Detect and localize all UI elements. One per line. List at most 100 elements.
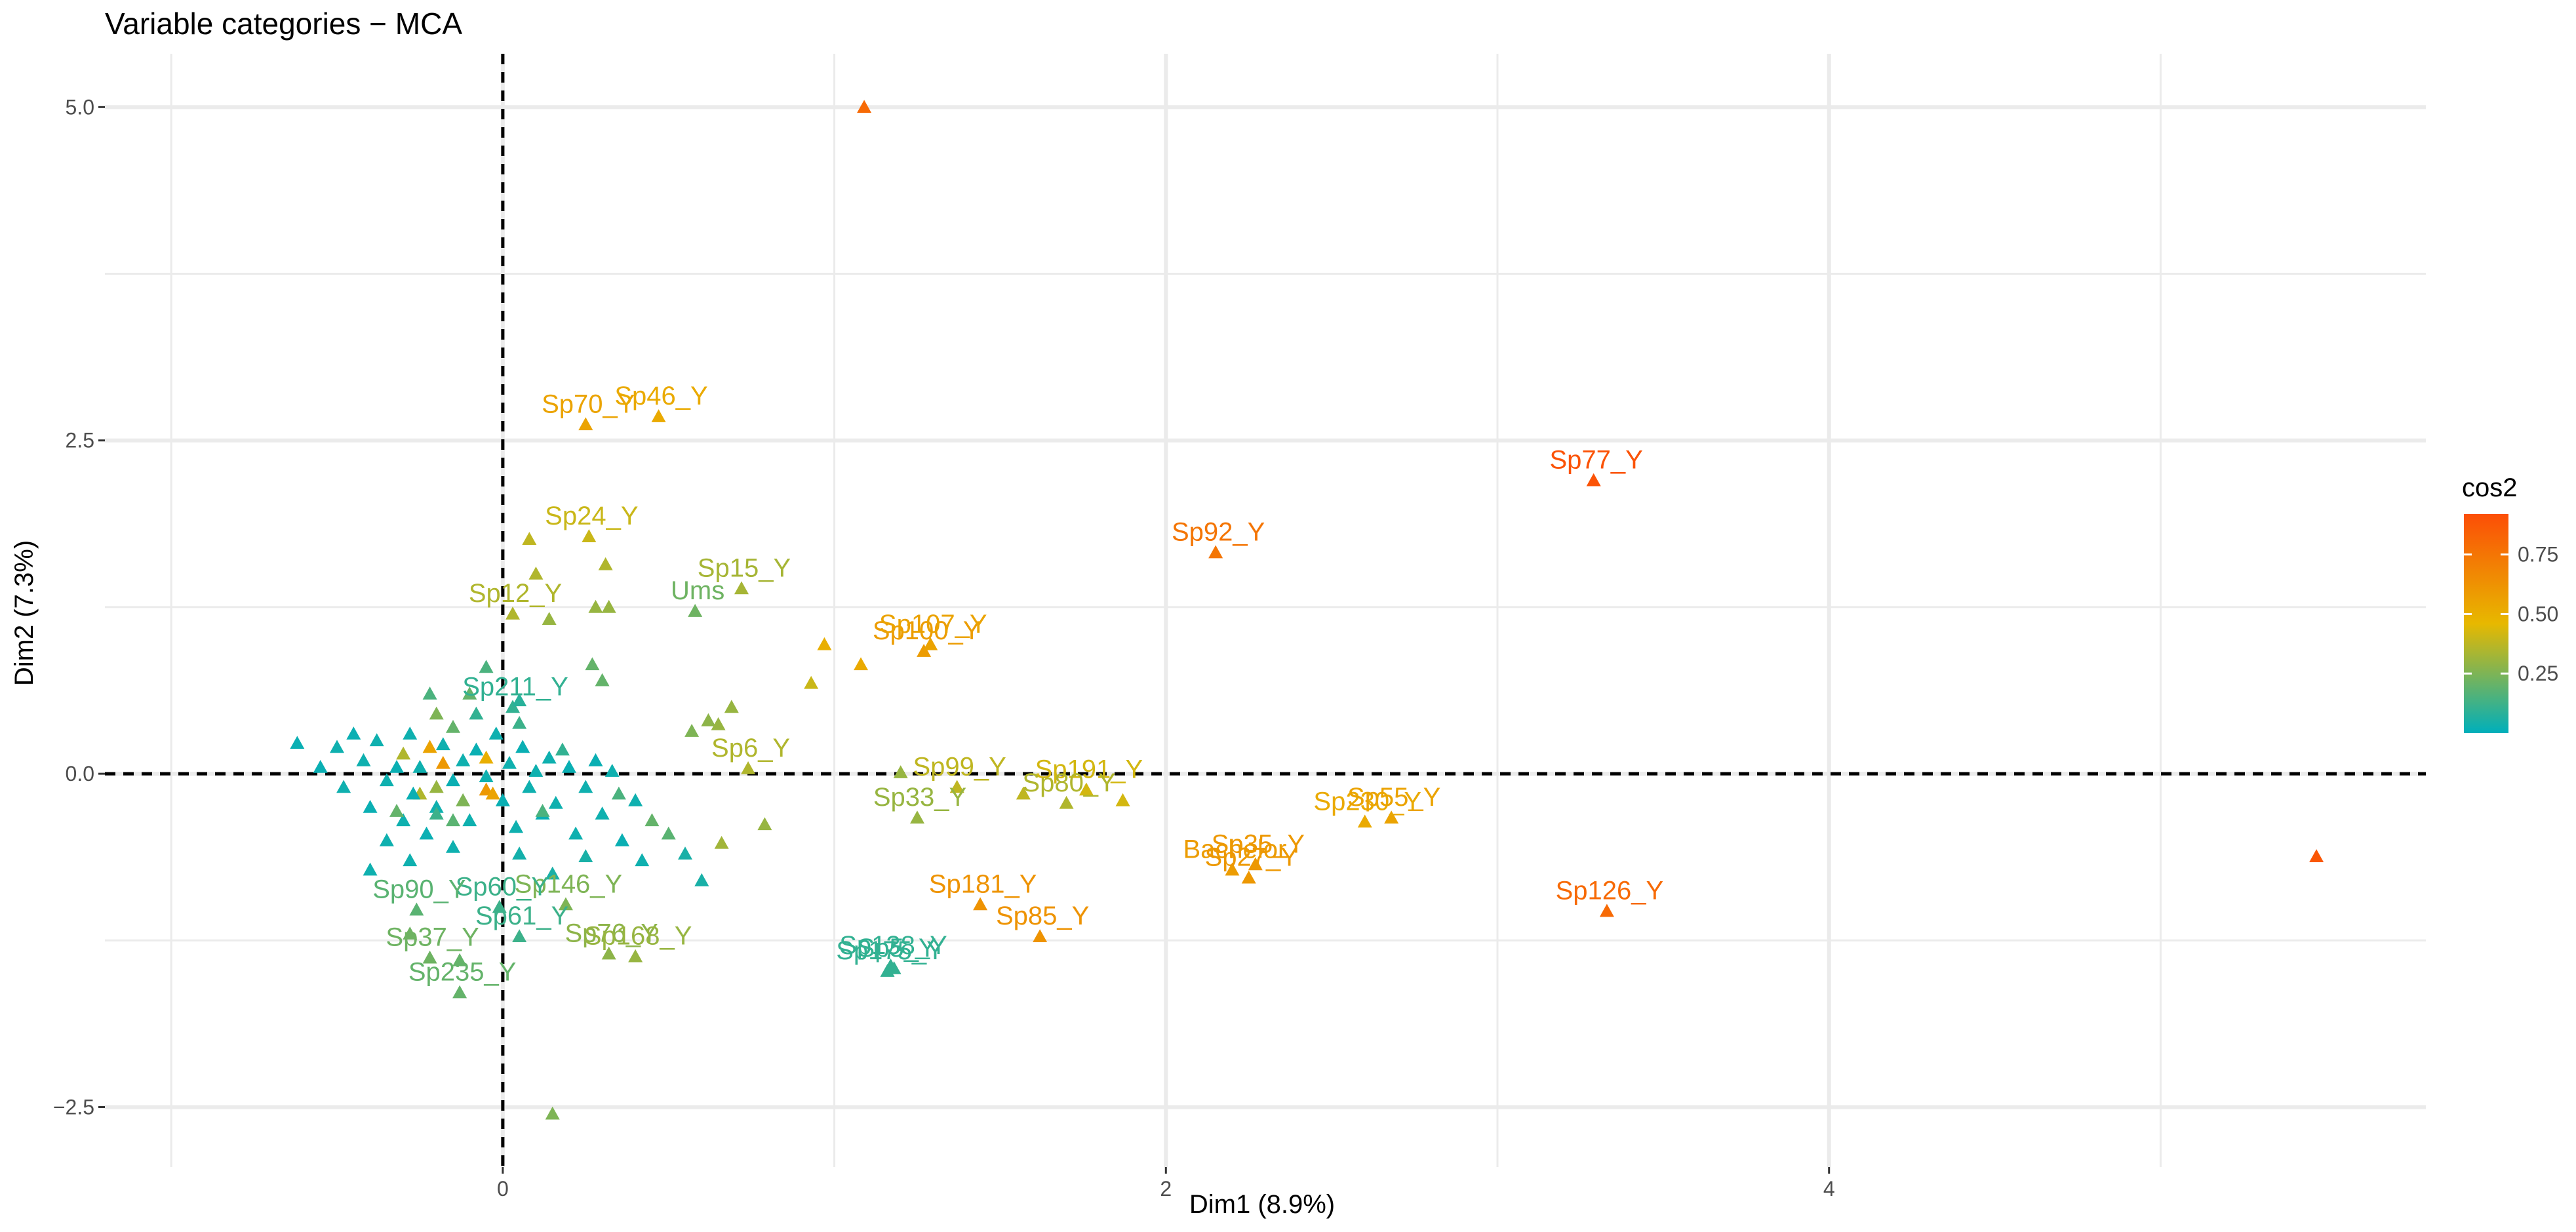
data-point bbox=[923, 637, 938, 650]
y-axis-ticks: −2.5 0.0 2.5 5.0 bbox=[53, 95, 105, 1119]
data-point bbox=[363, 862, 378, 876]
data-point bbox=[562, 759, 576, 773]
data-point bbox=[568, 826, 584, 840]
data-point bbox=[578, 849, 593, 862]
data-point bbox=[545, 1106, 560, 1120]
y-tick-label: 2.5 bbox=[66, 429, 94, 452]
data-point bbox=[485, 786, 500, 800]
data-point bbox=[446, 813, 460, 827]
data-point bbox=[734, 581, 749, 595]
y-axis-title: Dim2 (7.3%) bbox=[10, 540, 39, 686]
data-point bbox=[479, 769, 494, 782]
data-point bbox=[578, 417, 593, 431]
data-point bbox=[628, 793, 643, 806]
data-point bbox=[492, 900, 507, 913]
data-point bbox=[369, 733, 384, 747]
data-point bbox=[595, 673, 610, 686]
legend-tick-label: 0.50 bbox=[2518, 602, 2558, 626]
x-axis-ticks: 0 2 4 bbox=[497, 1167, 1835, 1201]
data-point bbox=[462, 813, 477, 827]
data-point bbox=[1384, 810, 1399, 824]
point-label: Sp55_Y bbox=[1347, 783, 1440, 812]
data-point bbox=[522, 532, 537, 546]
data-point bbox=[588, 599, 603, 613]
data-point bbox=[446, 773, 460, 787]
data-point bbox=[356, 753, 371, 766]
data-point bbox=[542, 750, 557, 764]
data-point bbox=[429, 780, 444, 793]
data-point bbox=[1033, 929, 1048, 942]
data-point bbox=[555, 742, 570, 756]
data-point bbox=[389, 804, 405, 817]
data-point bbox=[857, 100, 872, 113]
data-point bbox=[598, 557, 613, 570]
data-point bbox=[1208, 545, 1223, 559]
data-point bbox=[893, 765, 908, 778]
data-point bbox=[422, 740, 437, 753]
data-point bbox=[578, 780, 593, 793]
data-point bbox=[628, 949, 643, 963]
point-label: Sp126_Y bbox=[1556, 877, 1664, 905]
point-label: Sp6_Y bbox=[711, 734, 790, 763]
data-point bbox=[429, 806, 444, 820]
data-point bbox=[509, 820, 524, 833]
data-point bbox=[290, 736, 305, 749]
data-point bbox=[741, 761, 756, 774]
data-point bbox=[396, 813, 411, 827]
y-tick-label: −2.5 bbox=[53, 1095, 94, 1119]
data-point bbox=[1016, 786, 1031, 800]
point-label: Sp61_Y bbox=[475, 902, 568, 930]
data-point bbox=[595, 806, 610, 820]
point-label: Sp5_Y bbox=[858, 934, 936, 963]
data-point bbox=[1357, 814, 1372, 828]
data-point bbox=[1059, 795, 1074, 809]
data-point bbox=[611, 786, 626, 800]
data-point bbox=[558, 897, 573, 911]
point-label: Sp138_Y bbox=[839, 931, 947, 960]
data-point bbox=[512, 846, 527, 860]
cos2-legend: cos2 0.25 0.50 0.75 bbox=[2462, 473, 2558, 733]
point-label: Sp37_Y bbox=[386, 923, 479, 952]
point-label: Sp77_Y bbox=[1549, 446, 1642, 475]
data-point bbox=[403, 853, 418, 867]
point-label: Sp70_Y bbox=[542, 389, 635, 418]
data-point bbox=[601, 599, 616, 613]
point-label: Sp168_Y bbox=[584, 922, 692, 951]
point-label: Sp191_Y bbox=[1035, 755, 1143, 784]
data-point bbox=[1599, 904, 1614, 917]
data-point bbox=[614, 833, 629, 846]
data-point bbox=[313, 759, 328, 773]
data-point bbox=[406, 786, 421, 800]
data-point bbox=[694, 873, 709, 886]
data-point bbox=[601, 946, 616, 960]
y-tick-label: 0.0 bbox=[66, 762, 94, 785]
data-point bbox=[644, 813, 660, 827]
data-point bbox=[588, 753, 603, 766]
legend-tick-label: 0.75 bbox=[2518, 543, 2558, 566]
data-point bbox=[429, 799, 444, 813]
point-label: Sp76_Y bbox=[565, 919, 658, 948]
data-point bbox=[479, 660, 494, 673]
point-label: Sp235_Y bbox=[408, 958, 517, 987]
data-point bbox=[446, 839, 460, 853]
data-point bbox=[1248, 857, 1263, 871]
data-point bbox=[724, 700, 739, 713]
data-point bbox=[403, 726, 418, 740]
point-label: Ums bbox=[671, 576, 724, 605]
x-tick-label: 0 bbox=[497, 1177, 509, 1201]
data-point bbox=[488, 726, 504, 740]
data-point bbox=[435, 755, 450, 769]
data-point bbox=[456, 793, 471, 806]
data-point bbox=[714, 835, 729, 849]
data-point bbox=[757, 817, 772, 831]
point-label: Sp99_Y bbox=[913, 752, 1006, 781]
data-point bbox=[1586, 473, 1601, 487]
data-point bbox=[535, 804, 550, 817]
data-point bbox=[678, 846, 692, 860]
data-point bbox=[469, 706, 484, 720]
x-tick-label: 4 bbox=[1823, 1177, 1835, 1201]
legend-ticks: 0.25 0.50 0.75 bbox=[2464, 543, 2558, 685]
data-point bbox=[949, 780, 964, 793]
point-label: Sp181_Y bbox=[929, 869, 1037, 898]
